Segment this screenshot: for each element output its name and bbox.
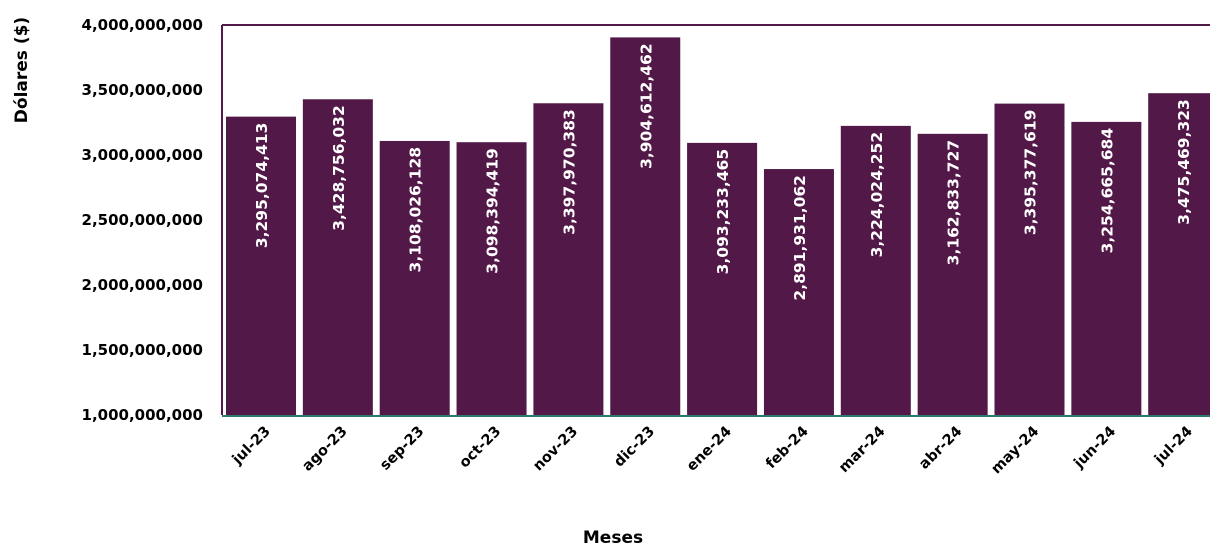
x-tick-label: feb-24 <box>763 424 812 473</box>
bar-abr-24 <box>917 133 988 416</box>
y-tick-label: 3,500,000,000 <box>82 81 203 99</box>
y-axis-ticks: 1,000,000,000 1,500,000,000 2,000,000,000 2… <box>82 16 203 424</box>
bar-dic-23 <box>610 37 681 415</box>
x-axis-ticks: jul-23 ago-23 sep-23 oct-23 nov-23 dic-23 ene-… <box>229 424 1196 478</box>
bar-may-24 <box>994 103 1065 416</box>
x-tick-label: mar-24 <box>836 424 889 477</box>
bar-value-label: 2,891,931,062 <box>791 175 809 301</box>
y-tick-label: 4,000,000,000 <box>82 16 203 34</box>
y-tick-label: 1,500,000,000 <box>82 341 203 359</box>
bar-jul-24 <box>1148 93 1210 415</box>
x-tick-label: nov-23 <box>530 424 581 475</box>
x-tick-label: abr-24 <box>916 424 965 473</box>
y-tick-label: 1,000,000,000 <box>82 406 203 424</box>
bar-oct-23 <box>456 142 527 415</box>
bar-jul-23 <box>226 116 296 416</box>
bar-value-label: 3,162,833,727 <box>945 140 963 266</box>
bar-value-label: 3,475,469,323 <box>1175 99 1193 225</box>
bar-value-label: 3,428,756,032 <box>330 105 348 231</box>
y-axis-title: Dólares ($) <box>12 17 32 123</box>
bar-value-label: 3,254,665,684 <box>1098 128 1116 254</box>
bar-value-label: 3,395,377,619 <box>1022 110 1040 236</box>
bar-mar-24 <box>840 125 911 416</box>
bar-ago-23 <box>302 99 373 415</box>
bar-value-label: 3,224,024,252 <box>868 132 886 258</box>
bar-value-label: 3,904,612,462 <box>637 43 655 169</box>
x-tick-label: ago-23 <box>300 424 351 475</box>
y-tick-label: 3,000,000,000 <box>82 146 203 164</box>
bar-value-label: 3,108,026,128 <box>407 147 425 273</box>
x-axis-title: Meses <box>583 528 643 544</box>
bar-jun-24 <box>1071 121 1142 415</box>
x-tick-label: jul-24 <box>1151 424 1196 469</box>
bar-nov-23 <box>533 103 604 415</box>
x-tick-label: sep-23 <box>377 424 427 474</box>
bar-value-label: 3,093,233,465 <box>714 149 732 275</box>
bar-value-label: 3,098,394,419 <box>484 148 502 274</box>
x-tick-label: oct-23 <box>457 424 505 472</box>
bar-value-label: 3,397,970,383 <box>560 109 578 235</box>
x-tick-label: jul-23 <box>229 424 274 469</box>
x-tick-label: ene-24 <box>684 424 735 475</box>
x-tick-label: may-24 <box>989 424 1043 478</box>
y-tick-label: 2,000,000,000 <box>82 276 203 294</box>
bar-sep-23 <box>379 140 450 415</box>
bars-group: 3,295,074,413 3,428,756,032 3,108,026,128 3… <box>226 37 1210 416</box>
bar-ene-24 <box>687 142 758 416</box>
bar-feb-24 <box>763 169 834 415</box>
x-tick-label: dic-23 <box>611 424 658 471</box>
bar-value-label: 3,295,074,413 <box>253 123 271 249</box>
y-tick-label: 2,500,000,000 <box>82 211 203 229</box>
x-tick-label: jun-24 <box>1071 424 1120 473</box>
